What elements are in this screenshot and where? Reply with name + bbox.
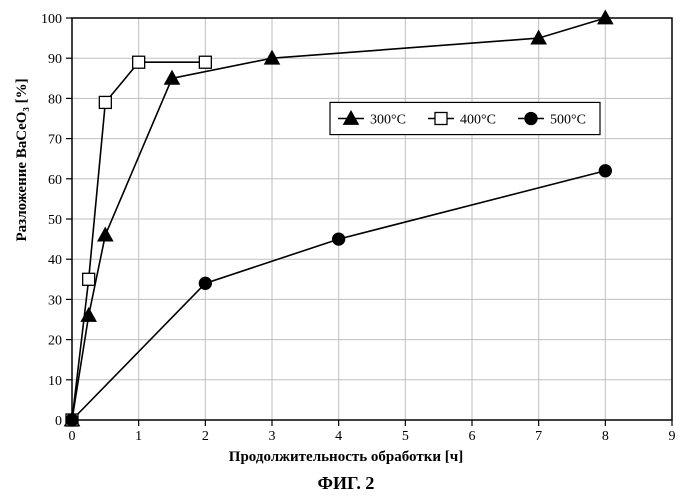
svg-text:6: 6: [469, 429, 476, 444]
svg-text:1: 1: [135, 429, 142, 444]
svg-text:4: 4: [335, 429, 342, 444]
svg-text:10: 10: [48, 374, 62, 389]
x-axis-label: Продолжительность обработки [ч]: [0, 449, 692, 466]
svg-text:100: 100: [41, 12, 62, 27]
y-axis-label: Разложение BaCeO₃ [%]: [14, 78, 31, 241]
svg-text:9: 9: [669, 429, 676, 444]
svg-text:50: 50: [48, 213, 62, 228]
svg-text:60: 60: [48, 173, 62, 188]
figure-caption: ФИГ. 2: [0, 473, 692, 494]
svg-text:70: 70: [48, 133, 62, 148]
svg-text:40: 40: [48, 253, 62, 268]
svg-text:500°C: 500°C: [550, 113, 586, 128]
svg-text:90: 90: [48, 52, 62, 67]
chart-svg: 01234567890102030405060708090100300°C400…: [0, 0, 692, 500]
svg-text:0: 0: [69, 429, 76, 444]
svg-text:30: 30: [48, 293, 62, 308]
svg-text:5: 5: [402, 429, 409, 444]
svg-text:400°C: 400°C: [460, 113, 496, 128]
svg-text:3: 3: [269, 429, 276, 444]
svg-text:20: 20: [48, 334, 62, 349]
svg-text:8: 8: [602, 429, 609, 444]
svg-text:80: 80: [48, 92, 62, 107]
svg-text:300°C: 300°C: [370, 113, 406, 128]
svg-text:0: 0: [55, 414, 62, 429]
svg-text:7: 7: [535, 429, 542, 444]
svg-text:2: 2: [202, 429, 209, 444]
